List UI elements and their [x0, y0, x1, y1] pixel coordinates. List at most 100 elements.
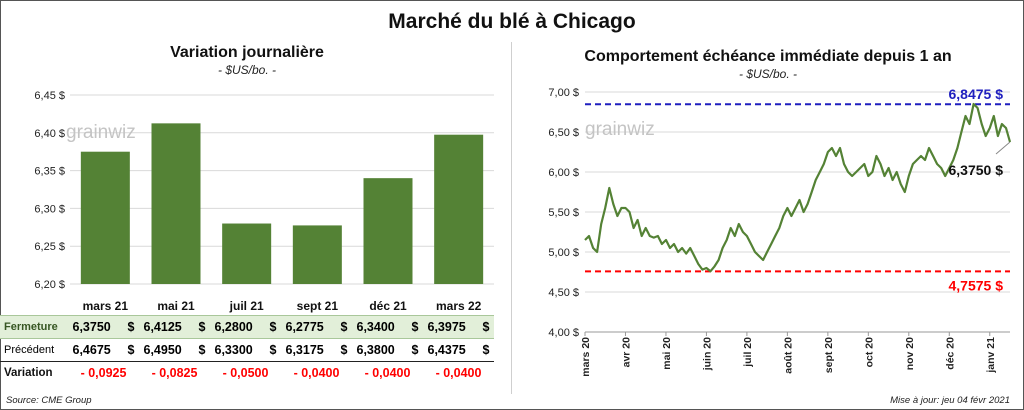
cell-value: 6,3300: [214, 343, 253, 357]
table-cell: 6,3300 $: [210, 338, 281, 362]
y-tick-label: 6,30 $: [34, 203, 65, 215]
cell-value: 6,4950: [143, 343, 182, 357]
table-cell: 6,4125 $: [139, 315, 210, 339]
variation-cell: - 0,0925: [80, 366, 127, 380]
cell-value: 6,3800: [356, 343, 395, 357]
bar: [292, 225, 342, 284]
x-category-label: déc 21: [369, 299, 407, 313]
bar: [80, 151, 130, 284]
y-tick-label: 5,50 $: [548, 207, 579, 219]
source-note: Source: CME Group: [6, 395, 92, 406]
x-tick-label: août 20: [782, 337, 794, 374]
y-tick-label: 6,50 $: [548, 127, 579, 139]
row-label-fermeture: Fermeture: [0, 315, 68, 339]
cell-value: 6,3175: [285, 343, 324, 357]
y-tick-label: 7,00 $: [548, 87, 579, 99]
dollar-sign: $: [269, 343, 277, 357]
right-panel-subtitle: - $US/bo. -: [738, 67, 798, 81]
table-cell: 6,3800 $: [352, 338, 423, 362]
cell-value: 6,4375: [427, 343, 466, 357]
dollar-sign: $: [411, 343, 419, 357]
x-tick-label: oct 20: [863, 337, 875, 368]
watermark-right: grainwiz: [585, 119, 655, 140]
table-cell: 6,4950 $: [139, 338, 210, 362]
table-row-variation: Variation - 0,0925 - 0,0825 - 0,0500 - 0…: [0, 362, 494, 385]
x-tick-label: mars 20: [580, 337, 592, 377]
bar: [363, 178, 413, 284]
update-note: Mise à jour: jeu 04 févr 2021: [890, 395, 1010, 406]
y-tick-label: 6,40 $: [34, 128, 65, 140]
cell-value: 6,3400: [356, 320, 395, 334]
x-tick-label: avr 20: [620, 337, 632, 368]
table-row-precedent: Précédent 6,4675 $ 6,4950 $ 6,3300 $ 6,3175…: [0, 338, 494, 362]
variation-cell: - 0,0400: [364, 366, 411, 380]
x-tick-label: juin 20: [701, 337, 713, 371]
table-cell: 6,2800 $: [210, 315, 281, 339]
y-tick-label: 6,25 $: [34, 241, 65, 253]
x-tick-label: mai 20: [661, 337, 673, 370]
variation-cell: - 0,0400: [435, 366, 482, 380]
y-tick-label: 4,00 $: [548, 327, 579, 339]
x-tick-label: juil 20: [742, 337, 754, 368]
bar: [222, 223, 272, 284]
dollar-sign: $: [198, 343, 206, 357]
left-panel-subtitle: - $US/bo. -: [217, 63, 277, 77]
table-cell: 6,4375 $: [423, 338, 494, 362]
bar: [151, 123, 201, 284]
cell-value: 6,3750: [72, 320, 111, 334]
panel-divider: [511, 42, 512, 394]
y-tick-label: 6,45 $: [34, 90, 65, 102]
dollar-sign: $: [482, 320, 490, 334]
cell-value: 6,3975: [427, 320, 466, 334]
x-tick-label: janv 21: [985, 337, 997, 374]
dollar-sign: $: [340, 343, 348, 357]
left-panel-title: Variation journalière: [170, 44, 324, 61]
cell-value: 6,2800: [214, 320, 253, 334]
x-category-label: mars 21: [83, 299, 129, 313]
variation-cell: - 0,0825: [151, 366, 198, 380]
row-label-precedent: Précédent: [0, 338, 68, 362]
line-chart: 4,00 $ 4,50 $ 5,00 $ 5,50 $ 6,00 $ 6,50 $ 7,00…: [548, 86, 1012, 377]
dollar-sign: $: [340, 320, 348, 334]
last-value-leader: [995, 141, 1011, 155]
cell-value: 6,4675: [72, 343, 111, 357]
y-tick-label: 6,35 $: [34, 166, 65, 178]
table-cell: 6,3400 $: [352, 315, 423, 339]
table-cell: 6,4675 $: [68, 338, 139, 362]
table-row-fermeture: Fermeture 6,3750 $ 6,4125 $ 6,2800 $ 6,2775…: [0, 315, 494, 339]
right-panel-title: Comportement échéance immédiate depuis 1…: [584, 48, 952, 65]
y-tick-label: 6,20 $: [34, 279, 65, 291]
y-tick-label: 4,50 $: [548, 287, 579, 299]
bar-chart: 6,20 $ 6,25 $ 6,30 $ 6,35 $ 6,40 $ 6,45 $ grai…: [34, 90, 494, 313]
x-tick-label: sept 20: [823, 337, 835, 373]
x-category-label: mai 21: [157, 299, 195, 313]
price-line: [584, 102, 1012, 273]
dollar-sign: $: [127, 343, 135, 357]
x-category-label: mars 22: [436, 299, 482, 313]
dollar-sign: $: [198, 320, 206, 334]
table-cell: 6,3975 $: [423, 315, 494, 339]
y-tick-label: 5,00 $: [548, 247, 579, 259]
x-category-label: sept 21: [297, 299, 339, 313]
watermark-left: grainwiz: [66, 122, 136, 143]
last-value-label: 6,3750 $: [949, 162, 1004, 178]
cell-value: 6,2775: [285, 320, 324, 334]
dollar-sign: $: [482, 343, 490, 357]
table-cell: 6,2775 $: [281, 315, 352, 339]
variation-cell: - 0,0400: [293, 366, 340, 380]
dollar-sign: $: [127, 320, 135, 334]
x-tick-label: nov 20: [904, 337, 916, 370]
dollar-sign: $: [269, 320, 277, 334]
bar: [434, 134, 484, 284]
cell-value: 6,4125: [143, 320, 182, 334]
high-label: 6,8475 $: [949, 86, 1004, 102]
low-label: 4,7575 $: [949, 277, 1004, 293]
price-table: Fermeture 6,3750 $ 6,4125 $ 6,2800 $ 6,2775…: [0, 315, 494, 384]
main-title: Marché du blé à Chicago: [388, 10, 636, 33]
table-cell: 6,3175 $: [281, 338, 352, 362]
table-cell: 6,3750 $: [68, 315, 139, 339]
x-category-label: juil 21: [229, 299, 264, 313]
row-label-variation: Variation: [4, 367, 53, 379]
x-tick-label: déc 20: [944, 337, 956, 370]
